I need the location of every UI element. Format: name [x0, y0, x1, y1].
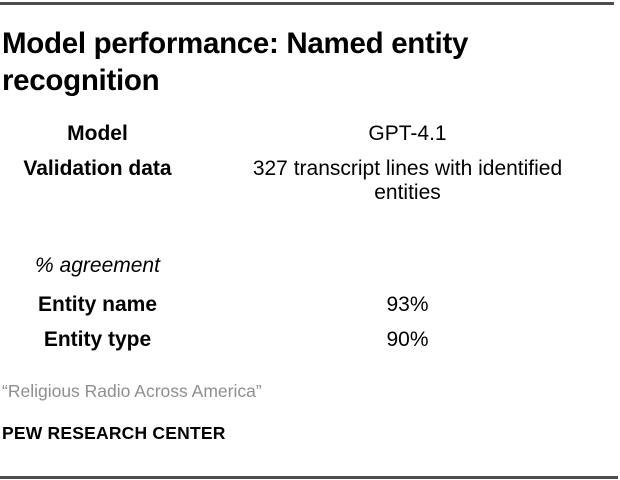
source-note: “Religious Radio Across America” [2, 381, 262, 401]
page-title: Model performance: Named entity recognit… [2, 27, 469, 97]
row-label-entity-type: Entity type [43, 328, 152, 351]
row-value-validation-data: 327 transcript lines with identified ent… [195, 157, 620, 205]
row-label-entity-name: Entity name [37, 293, 158, 316]
top-divider [0, 2, 614, 5]
table-row-entity-name: Entity name 93% [0, 293, 620, 317]
row-value-model: GPT-4.1 [368, 122, 447, 145]
section-header-agreement: % agreement [35, 254, 160, 277]
table-row-validation-data: Validation data 327 transcript lines wit… [0, 157, 620, 205]
row-value-entity-name: 93% [386, 293, 429, 316]
table-row-entity-type: Entity type 90% [0, 328, 620, 352]
table-row-model: Model GPT-4.1 [0, 122, 620, 146]
table-section-header-row: % agreement [0, 254, 620, 278]
pew-research-center-wordmark: PEW RESEARCH CENTER [2, 423, 226, 443]
row-label-validation-data: Validation data [23, 157, 172, 180]
validation-data-text: 327 transcript lines with identified ent… [252, 157, 563, 204]
bottom-divider [0, 476, 618, 479]
row-value-entity-type: 90% [386, 328, 429, 351]
row-label-model: Model [67, 122, 128, 145]
section-header-spacer [195, 254, 620, 278]
